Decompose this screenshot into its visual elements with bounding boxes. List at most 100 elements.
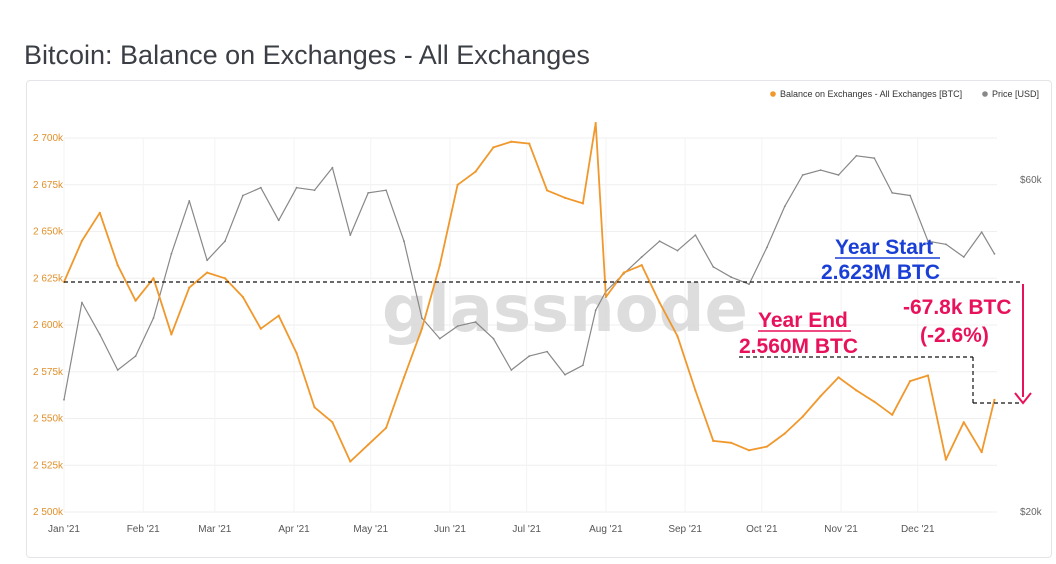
balance-point	[402, 376, 406, 379]
change-value: -67.8k BTC	[903, 296, 1012, 319]
balance-point	[962, 421, 965, 424]
year-end-title: Year End	[758, 309, 848, 332]
y-left-tick-label: 2 575k	[33, 367, 64, 378]
legend-dot-price	[982, 91, 988, 97]
price-point	[331, 166, 334, 169]
y-left-tick-label: 2 700k	[33, 133, 64, 144]
balance-point	[259, 327, 262, 330]
balance-point	[170, 333, 173, 336]
balance-point	[546, 189, 549, 192]
price-point	[582, 364, 584, 367]
price-point	[367, 191, 370, 194]
balance-point	[116, 264, 119, 267]
balance-point	[658, 301, 661, 304]
series-lines	[62, 121, 1023, 463]
balance-point	[891, 413, 894, 416]
price-point	[712, 266, 715, 268]
balance-point	[604, 295, 608, 299]
balance-point	[944, 458, 947, 461]
balance-point	[730, 441, 733, 444]
price-point	[206, 259, 209, 262]
change-percent: (-2.6%)	[920, 324, 989, 347]
x-tick-label: Jun '21	[434, 524, 466, 535]
balance-point	[188, 286, 191, 289]
x-tick-label: Oct '21	[746, 524, 778, 535]
legend: Balance on Exchanges - All Exchanges [BT…	[770, 89, 1039, 99]
price-point	[927, 240, 929, 243]
price-point	[873, 157, 876, 160]
price-point	[748, 283, 750, 286]
balance-point	[206, 271, 209, 274]
balance-point	[134, 299, 137, 302]
price-point	[837, 174, 840, 176]
annotations: Year Start 2.623M BTC Year End 2.560M BT…	[739, 236, 1032, 405]
balance-point	[873, 400, 876, 403]
balance-point	[295, 351, 298, 355]
price-point	[224, 240, 226, 243]
balance-point	[926, 374, 930, 377]
y-left-tick-label: 2 675k	[33, 180, 64, 191]
x-tick-label: Sep '21	[668, 524, 702, 535]
balance-point	[908, 380, 912, 383]
balance-point	[747, 449, 751, 452]
balance-point	[855, 389, 858, 392]
price-point	[170, 252, 173, 255]
price-point	[980, 231, 983, 233]
balance-point	[640, 264, 643, 267]
page-title: Bitcoin: Balance on Exchanges - All Exch…	[24, 40, 590, 71]
balance-point	[98, 211, 101, 214]
price-point	[658, 240, 661, 243]
balance-point	[277, 314, 280, 317]
price-point	[98, 333, 101, 336]
price-point	[528, 355, 531, 358]
balance-point	[676, 335, 679, 338]
balance-point	[438, 264, 441, 267]
balance-point	[420, 327, 423, 330]
balance-point	[563, 196, 567, 199]
y-left-tick-label: 2 525k	[33, 460, 64, 471]
price-point	[909, 194, 911, 197]
balance-point	[819, 394, 822, 398]
price-point	[259, 186, 262, 189]
balance-point	[581, 202, 585, 205]
balance-point	[456, 183, 459, 186]
price-point	[80, 301, 83, 304]
y-axis-left: 2 500k 2 525k 2 550k 2 575k 2 600k 2 625k 2 65…	[33, 133, 64, 518]
price-point	[766, 246, 768, 249]
legend-label-price[interactable]: Price [USD]	[992, 89, 1039, 99]
price-point	[242, 194, 244, 197]
year-start-title: Year Start	[835, 236, 933, 259]
legend-label-balance[interactable]: Balance on Exchanges - All Exchanges [BT…	[780, 89, 962, 99]
price-point	[474, 321, 477, 323]
balance-point	[594, 121, 597, 125]
y-left-tick-label: 2 650k	[33, 227, 64, 238]
balance-point	[331, 421, 334, 424]
price-point	[313, 189, 316, 192]
balance-point	[349, 460, 352, 463]
price-point	[993, 252, 996, 255]
x-tick-label: Dec '21	[901, 524, 935, 535]
change-arrow-head	[1014, 392, 1032, 405]
price-point	[385, 189, 387, 192]
price-point	[420, 317, 423, 319]
price-point	[456, 325, 459, 327]
price-point	[594, 309, 597, 312]
x-axis: Jan '21 Feb '21 Mar '21 Apr '21 May '21 Jun '…	[48, 524, 935, 535]
price-point	[801, 174, 804, 176]
price-point	[116, 369, 119, 371]
price-point	[783, 205, 786, 208]
balance-point	[241, 295, 245, 299]
price-point	[546, 350, 549, 353]
x-tick-label: Feb '21	[127, 524, 160, 535]
balance-point	[801, 415, 804, 418]
balance-point	[510, 140, 513, 143]
series-line-price	[63, 155, 995, 400]
balance-point	[492, 146, 495, 149]
price-point	[510, 369, 513, 371]
price-point	[819, 169, 822, 171]
balance-point	[384, 426, 388, 429]
price-point	[295, 186, 298, 189]
price-point	[694, 234, 697, 236]
legend-dot-balance	[770, 91, 776, 97]
balance-point	[712, 439, 715, 443]
